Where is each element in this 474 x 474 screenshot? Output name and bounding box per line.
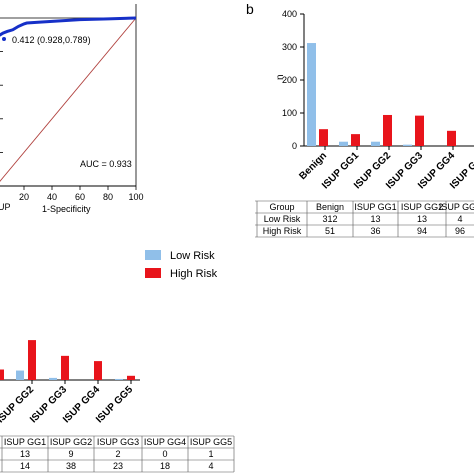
legend: Low Risk High Risk xyxy=(145,250,218,280)
table-c-header-cell: ISUP GG5 xyxy=(190,437,232,447)
table-b-cell: 94 xyxy=(417,226,427,236)
table-b-cell: Low Risk xyxy=(264,214,301,224)
table-c-cell: 38 xyxy=(66,461,76,471)
table-b-header-cell: Benign xyxy=(316,202,344,212)
legend-high-label: High Risk xyxy=(170,268,218,280)
table-b-header-cell: ISUP xyxy=(0,202,11,212)
bar-b-low xyxy=(403,144,412,146)
bar-b-y-tick-label: 200 xyxy=(282,75,297,85)
legend-high-swatch xyxy=(145,268,161,278)
table-c-cell: 9 xyxy=(68,449,73,459)
roc-cutoff-annotation: 0.412 (0.928,0.789) xyxy=(12,35,91,45)
table-c-header-cell: ISUP GG1 xyxy=(4,437,46,447)
bar-b-high xyxy=(351,134,360,146)
bar-b-y-tick-label: 400 xyxy=(282,9,297,19)
bar-c-low xyxy=(115,378,123,380)
bar-c-high xyxy=(94,361,102,380)
bar-c-category-label: ISUP GG5 xyxy=(94,384,135,425)
bar-b-y-title: n xyxy=(275,74,286,80)
table-b-header-cell: ISUP GG2 xyxy=(401,202,443,212)
table-b-cell: 13 xyxy=(417,214,427,224)
table-c-header-cell: ISUP GG2 xyxy=(50,437,92,447)
table-c-header-cell: ISUP GG4 xyxy=(144,437,186,447)
bar-b-high xyxy=(319,129,328,146)
table-b-header-cell: ISUP GG3 xyxy=(439,202,474,212)
table-b-header-cell: ISUP GG1 xyxy=(354,202,396,212)
table-c-cell: 14 xyxy=(20,461,30,471)
bar-b-high xyxy=(415,115,424,146)
table-c: ISUP GG1 ISUP GG2 ISUP GG3 ISUP GG4 ISUP GG5… xyxy=(0,435,235,473)
bar-c-low xyxy=(16,370,24,380)
table-b-cell: 36 xyxy=(370,226,380,236)
roc-auc-label: AUC = 0.933 xyxy=(80,159,132,169)
table-b-cell: 312 xyxy=(322,214,337,224)
table-b-cell: 4 xyxy=(457,214,462,224)
legend-low-label: Low Risk xyxy=(170,250,215,262)
table-b-cell: 96 xyxy=(455,226,465,236)
roc-cutoff-point xyxy=(2,37,6,41)
roc-panel: 20 40 60 80 100 0.412 (0.928,0.789) AUC = 0.… xyxy=(0,4,144,214)
roc-x-tick-label: 80 xyxy=(103,192,113,202)
bar-b-high xyxy=(383,114,392,146)
roc-x-tick-label: 40 xyxy=(47,192,57,202)
bar-b-low xyxy=(339,141,348,146)
table-b-cell: 13 xyxy=(370,214,380,224)
bar-c-high xyxy=(127,375,135,380)
bar-b-y-tick-label: 0 xyxy=(292,141,297,151)
bar-c-high xyxy=(28,340,36,380)
bar-c-high-partial xyxy=(0,369,4,380)
table-c-cell: 0 xyxy=(162,449,167,459)
roc-reference-line xyxy=(0,17,137,182)
roc-x-tick-label: 60 xyxy=(75,192,85,202)
roc-curve xyxy=(0,16,137,37)
bar-c-high xyxy=(61,355,69,380)
bar-b-y-tick-label: 300 xyxy=(282,42,297,52)
bar-b-low xyxy=(307,43,316,146)
bar-c-low xyxy=(49,377,57,380)
roc-x-axis-title: 1-Specificity xyxy=(42,204,91,214)
roc-x-tick-label: 100 xyxy=(128,192,143,202)
table-c-cell: 1 xyxy=(208,449,213,459)
roc-x-tick-label: 20 xyxy=(19,192,29,202)
bar-b-high xyxy=(447,130,456,146)
bar-b-y-tick-label: 100 xyxy=(282,108,297,118)
table-c-cell: 23 xyxy=(113,461,123,471)
table-c-cell: 18 xyxy=(160,461,170,471)
bar-b-category-label: Benign xyxy=(297,150,329,182)
table-b-cell: High Risk xyxy=(263,226,302,236)
table-c-header-cell: ISUP GG3 xyxy=(97,437,139,447)
table-c-cell: 13 xyxy=(20,449,30,459)
table-c-cell: 2 xyxy=(115,449,120,459)
legend-low-swatch xyxy=(145,250,161,260)
table-b-header-cell: Group xyxy=(269,202,294,212)
panel-b-letter: b xyxy=(246,1,254,17)
table-b-cell: 51 xyxy=(325,226,335,236)
table-c-cell: 4 xyxy=(208,461,213,471)
bar-b-low xyxy=(371,141,380,146)
